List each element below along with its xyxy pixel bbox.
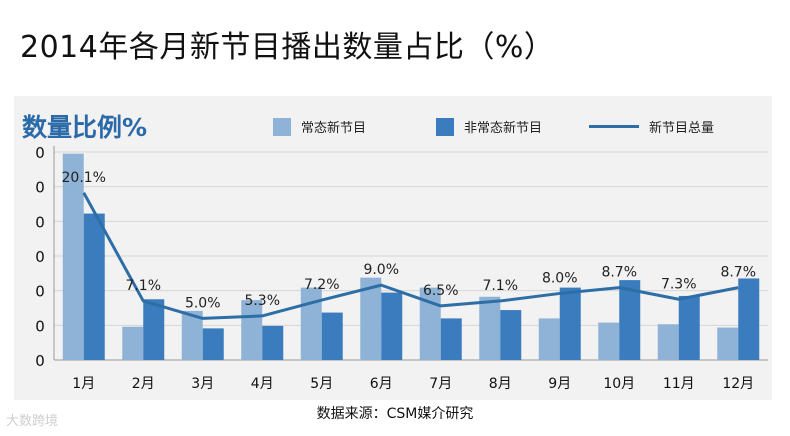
legend-swatch-regular	[273, 117, 291, 136]
data-label: 7.1%	[125, 278, 161, 294]
bar-irregular	[678, 295, 700, 360]
data-label: 7.2%	[304, 277, 340, 293]
x-tick-label: 1月	[72, 376, 95, 392]
x-tick-label: 7月	[429, 376, 452, 392]
bar-irregular	[738, 278, 760, 360]
y-tick-label: 0	[35, 248, 45, 266]
x-tick-label: 11月	[663, 376, 695, 392]
bar-regular	[241, 300, 263, 360]
data-label: 9.0%	[363, 262, 399, 278]
data-label: 20.1%	[62, 170, 106, 186]
data-label: 7.3%	[661, 276, 697, 292]
y-tick-label: 0	[35, 179, 45, 197]
bar-regular	[538, 318, 560, 360]
data-source: 数据来源：CSM媒介研究	[316, 406, 474, 422]
bar-regular	[717, 327, 739, 360]
bar-irregular	[440, 318, 462, 360]
legend-label-regular: 常态新节目	[301, 121, 367, 136]
bar-regular	[181, 310, 203, 360]
bar-regular	[479, 296, 501, 360]
bar-irregular	[321, 312, 343, 360]
data-label: 7.1%	[482, 278, 518, 294]
x-tick-label: 12月	[722, 376, 754, 392]
bar-irregular	[619, 280, 641, 360]
legend-line-total	[589, 125, 639, 128]
legend-item-total: 新节目总量	[589, 117, 714, 136]
legend-label-total: 新节目总量	[649, 121, 715, 136]
legend-item-regular: 常态新节目	[273, 117, 366, 136]
x-tick-label: 5月	[310, 376, 333, 392]
legend-label-irregular: 非常态新节目	[464, 121, 543, 136]
watermark: 大数跨境	[6, 414, 59, 429]
y-tick-label: 0	[35, 213, 45, 231]
bar-regular	[598, 322, 620, 360]
bar-regular	[360, 277, 382, 360]
data-label: 6.5%	[423, 283, 459, 299]
y-tick-label: 0	[35, 352, 45, 370]
legend-swatch-irregular	[436, 117, 454, 136]
bar-irregular	[262, 325, 284, 360]
bar-irregular	[202, 328, 224, 360]
x-tick-label: 4月	[251, 376, 274, 392]
x-tick-label: 8月	[489, 376, 512, 392]
line-total	[82, 192, 739, 320]
x-tick-label: 9月	[548, 376, 571, 392]
bar-regular	[419, 287, 441, 360]
bar-irregular	[143, 299, 165, 360]
x-tick-label: 6月	[370, 376, 393, 392]
y-tick-label: 0	[35, 317, 45, 335]
x-tick-label: 3月	[191, 376, 214, 392]
legend-item-irregular: 非常态新节目	[436, 117, 542, 136]
data-label: 5.0%	[185, 295, 221, 311]
bar-irregular	[559, 287, 581, 360]
page-title: 2014年各月新节目播出数量占比（%）	[20, 30, 555, 65]
bar-irregular	[500, 310, 522, 360]
bar-regular	[300, 287, 322, 360]
data-label: 8.7%	[720, 265, 756, 281]
bar-regular	[122, 326, 144, 360]
bar-irregular	[381, 292, 403, 360]
data-label: 8.0%	[542, 270, 578, 286]
x-tick-label: 10月	[603, 376, 635, 392]
data-label: 5.3%	[244, 293, 280, 309]
data-label: 8.7%	[601, 265, 637, 281]
bar-irregular	[83, 213, 105, 360]
x-tick-label: 2月	[132, 376, 155, 392]
y-axis-label: 数量比例%	[22, 113, 148, 142]
y-tick-label: 0	[35, 283, 45, 301]
bar-regular	[657, 324, 679, 360]
y-tick-label: 0	[35, 144, 45, 162]
bar-regular	[62, 153, 84, 360]
